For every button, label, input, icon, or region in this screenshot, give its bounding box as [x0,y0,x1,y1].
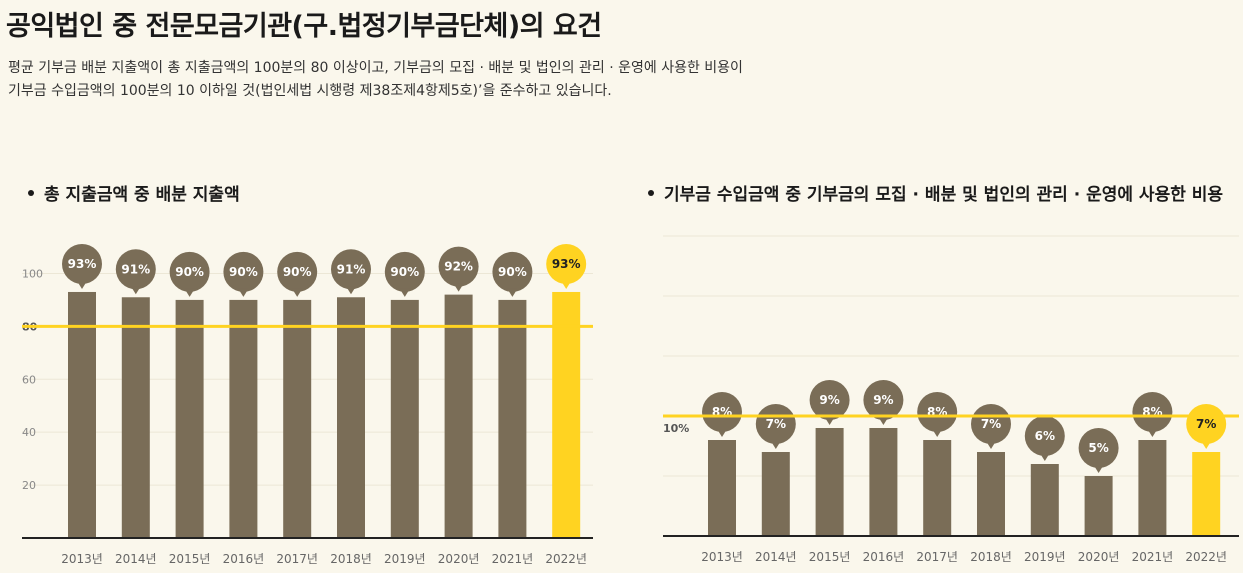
data-label: 90% [390,265,419,279]
bar [121,297,150,538]
bar [337,297,365,538]
intro-line-1: 평균 기부금 배분 지출액이 총 지출금액의 100분의 80 이상이고, 기부… [8,60,743,76]
data-label: 93% [552,257,581,271]
value-marker [546,243,587,289]
value-marker [331,249,371,295]
bar [1192,452,1221,536]
data-label: 90% [498,265,527,279]
bar [708,440,736,536]
value-marker [223,251,264,297]
chart-title-expense: 기부금 수입금액 중 기부금의 모집 · 배분 및 법인의 관리 · 운영에 사… [648,183,1238,207]
chart-title-distribution-text: 총 지출금액 중 배분 지출액 [44,185,240,205]
data-label: 7% [981,417,1001,431]
chart-distribution: 2040608010093%2013년91%2014년90%2015년90%20… [22,243,593,566]
x-tick-label: 2020년 [438,552,480,566]
x-tick-label: 2021년 [1132,550,1174,564]
x-tick-label: 2022년 [1185,550,1227,564]
bar [390,299,419,538]
x-tick-label: 2014년 [115,552,157,566]
bar [815,428,844,536]
value-marker [1132,392,1173,437]
bar [68,291,96,538]
bar [1030,464,1059,536]
bar [869,428,898,536]
value-marker [863,380,904,425]
data-label: 5% [1088,441,1108,455]
value-marker [169,251,210,297]
value-marker [971,404,1011,449]
data-label: 92% [444,260,473,274]
data-label: 9% [819,393,839,407]
value-marker [917,392,958,437]
chart-title-expense-text: 기부금 수입금액 중 기부금의 모집 · 배분 및 법인의 관리 · 운영에 사… [664,185,1224,205]
value-marker [755,404,796,449]
bar [1138,440,1167,536]
x-tick-label: 2015년 [169,552,211,566]
data-label: 90% [229,265,258,279]
x-tick-label: 2020년 [1078,550,1120,564]
bar [229,299,258,538]
bullet-icon [28,190,34,196]
bar [498,299,527,538]
x-tick-label: 2018년 [330,552,372,566]
x-tick-label: 2013년 [61,552,103,566]
bar [175,299,204,538]
bar [1084,476,1113,536]
data-label: 91% [337,262,366,276]
bar [283,299,312,538]
x-tick-label: 2014년 [755,550,797,564]
value-marker [115,249,156,295]
x-tick-label: 2016년 [223,552,265,566]
threshold-label: 10% [663,422,689,435]
value-marker [702,392,742,437]
intro-line-2: 기부금 수입금액의 100분의 10 이하일 것(법인세법 시행령 제38조제4… [8,83,612,99]
value-marker [1078,428,1119,473]
chart-expense: 10%8%2013년7%2014년9%2015년9%2016년8%2017년7%… [663,235,1239,564]
data-label: 91% [121,262,150,276]
bar [444,294,473,538]
y-tick-label: 60 [22,373,36,386]
x-tick-label: 2016년 [863,550,905,564]
chart-title-distribution: 총 지출금액 중 배분 지출액 [28,183,240,207]
bar [977,452,1005,536]
x-tick-label: 2018년 [970,550,1012,564]
bar [761,452,790,536]
value-marker [1024,416,1065,461]
data-label: 9% [873,393,893,407]
intro-text: 평균 기부금 배분 지출액이 총 지출금액의 100분의 80 이상이고, 기부… [8,57,908,103]
x-tick-label: 2019년 [1024,550,1066,564]
data-label: 6% [1035,429,1055,443]
value-marker [809,380,850,425]
x-tick-label: 2017년 [276,552,318,566]
value-marker [492,251,533,297]
x-tick-label: 2019년 [384,552,426,566]
y-tick-label: 40 [22,426,36,439]
x-tick-label: 2013년 [701,550,743,564]
y-tick-label: 20 [22,479,36,492]
bar [552,291,581,538]
value-marker [62,243,102,289]
y-tick-label: 100 [22,267,43,280]
x-tick-label: 2021년 [492,552,534,566]
x-tick-label: 2015년 [809,550,851,564]
data-label: 90% [175,265,204,279]
value-marker [438,246,479,292]
page-title: 공익법인 중 전문모금기관(구.법정기부금단체)의 요건 [6,11,602,42]
value-marker [277,251,318,297]
bar [923,440,952,536]
x-tick-label: 2017년 [916,550,958,564]
data-label: 7% [766,417,786,431]
data-label: 7% [1196,417,1216,431]
data-label: 93% [68,257,97,271]
value-marker [1186,404,1227,449]
data-label: 90% [283,265,312,279]
value-marker [384,251,425,297]
bullet-icon [648,190,654,196]
x-tick-label: 2022년 [545,552,587,566]
